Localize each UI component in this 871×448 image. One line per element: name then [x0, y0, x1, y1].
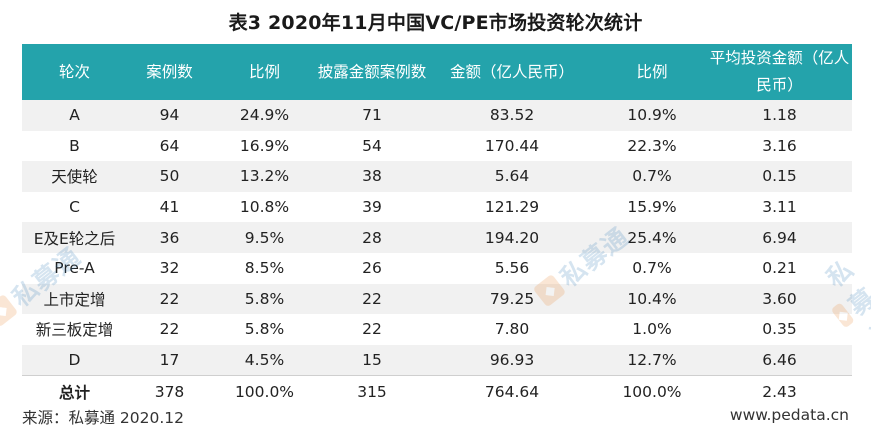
cell-disclosed-deals: 38	[317, 161, 427, 192]
cell-amount: 194.20	[427, 222, 597, 253]
cell-round: 新三板定增	[22, 314, 127, 345]
cell-deal-share: 5.8%	[212, 314, 317, 345]
cell-avg-amount: 3.60	[707, 283, 852, 315]
cell-deal-share: 10.8%	[212, 191, 317, 223]
table-row: Pre-A 32 8.5% 26 5.56 0.7% 0.21	[22, 252, 852, 284]
header-amount: 金额（亿人民币）	[427, 44, 597, 100]
cell-deal-share: 8.5%	[212, 252, 317, 284]
header-avg-amount: 平均投资金额（亿人民币）	[707, 44, 852, 100]
cell-avg-amount: 0.15	[707, 161, 852, 192]
cell-amount-share: 1.0%	[597, 314, 707, 345]
cell-avg-amount: 0.21	[707, 252, 852, 284]
cell-round: E及E轮之后	[22, 222, 127, 253]
total-deal-count: 378	[127, 375, 212, 407]
cell-deal-count: 22	[127, 314, 212, 345]
cell-amount: 96.93	[427, 344, 597, 376]
cell-disclosed-deals: 22	[317, 283, 427, 315]
cell-amount: 83.52	[427, 100, 597, 131]
table-row: C 41 10.8% 39 121.29 15.9% 3.11	[22, 191, 852, 223]
cell-round: 上市定增	[22, 283, 127, 315]
cell-amount: 79.25	[427, 283, 597, 315]
cell-avg-amount: 1.18	[707, 100, 852, 131]
cell-deal-count: 17	[127, 344, 212, 376]
cell-disclosed-deals: 39	[317, 191, 427, 223]
cell-amount: 170.44	[427, 130, 597, 162]
cell-deal-count: 94	[127, 100, 212, 131]
total-amount: 764.64	[427, 375, 597, 407]
cell-deal-count: 50	[127, 161, 212, 192]
cell-disclosed-deals: 54	[317, 130, 427, 162]
cell-avg-amount: 6.94	[707, 222, 852, 253]
cell-amount-share: 25.4%	[597, 222, 707, 253]
cell-amount-share: 10.9%	[597, 100, 707, 131]
table-body: A 94 24.9% 71 83.52 10.9% 1.18 B 64 16.9% 54 170.44…	[22, 100, 852, 407]
cell-deal-count: 41	[127, 191, 212, 223]
cell-amount-share: 0.7%	[597, 161, 707, 192]
pedata-logo-icon: ◆	[0, 293, 19, 328]
table-title: 表3 2020年11月中国VC/PE市场投资轮次统计	[228, 12, 643, 34]
cell-avg-amount: 0.35	[707, 314, 852, 345]
total-row: 总计 378 100.0% 315 764.64 100.0% 2.43	[22, 375, 852, 407]
header-amount-share: 比例	[597, 44, 707, 100]
cell-amount-share: 22.3%	[597, 130, 707, 162]
cell-deal-count: 64	[127, 130, 212, 162]
cell-amount-share: 0.7%	[597, 252, 707, 284]
cell-disclosed-deals: 26	[317, 252, 427, 284]
cell-amount: 7.80	[427, 314, 597, 345]
total-amount-share: 100.0%	[597, 375, 707, 407]
cell-amount-share: 12.7%	[597, 344, 707, 376]
table-header-row: 轮次 案例数 比例 披露金额案例数 金额（亿人民币） 比例 平均投资金额（亿人民币）	[22, 44, 852, 100]
table-row: D 17 4.5% 15 96.93 12.7% 6.46	[22, 344, 852, 376]
cell-disclosed-deals: 71	[317, 100, 427, 131]
header-disclosed-deals: 披露金额案例数	[317, 44, 427, 100]
cell-round: C	[22, 191, 127, 223]
cell-disclosed-deals: 15	[317, 344, 427, 376]
cell-deal-count: 32	[127, 252, 212, 284]
cell-avg-amount: 6.46	[707, 344, 852, 376]
header-deal-share: 比例	[212, 44, 317, 100]
website-url: www.pedata.cn	[729, 406, 849, 424]
cell-amount: 5.64	[427, 161, 597, 192]
total-deal-share: 100.0%	[212, 375, 317, 407]
cell-deal-count: 22	[127, 283, 212, 315]
cell-round: B	[22, 130, 127, 162]
source-note: 来源：私募通 2020.12	[22, 409, 185, 427]
table-row: E及E轮之后 36 9.5% 28 194.20 25.4% 6.94	[22, 222, 852, 253]
cell-round: Pre-A	[22, 252, 127, 284]
cell-deal-share: 9.5%	[212, 222, 317, 253]
table-row: 上市定增 22 5.8% 22 79.25 10.4% 3.60	[22, 283, 852, 315]
header-deal-count: 案例数	[127, 44, 212, 100]
table-row: A 94 24.9% 71 83.52 10.9% 1.18	[22, 100, 852, 131]
total-round: 总计	[22, 375, 127, 407]
cell-avg-amount: 3.11	[707, 191, 852, 223]
total-disclosed-deals: 315	[317, 375, 427, 407]
table-row: 新三板定增 22 5.8% 22 7.80 1.0% 0.35	[22, 314, 852, 345]
cell-amount-share: 15.9%	[597, 191, 707, 223]
cell-deal-share: 16.9%	[212, 130, 317, 162]
cell-disclosed-deals: 28	[317, 222, 427, 253]
total-avg-amount: 2.43	[707, 375, 852, 407]
investment-rounds-table: 轮次 案例数 比例 披露金额案例数 金额（亿人民币） 比例 平均投资金额（亿人民币） A 94…	[22, 44, 852, 407]
cell-round: D	[22, 344, 127, 376]
cell-amount: 121.29	[427, 191, 597, 223]
cell-deal-share: 4.5%	[212, 344, 317, 376]
cell-round: A	[22, 100, 127, 131]
cell-deal-share: 13.2%	[212, 161, 317, 192]
table-row: B 64 16.9% 54 170.44 22.3% 3.16	[22, 130, 852, 162]
cell-deal-share: 24.9%	[212, 100, 317, 131]
cell-deal-count: 36	[127, 222, 212, 253]
cell-avg-amount: 3.16	[707, 130, 852, 162]
cell-amount-share: 10.4%	[597, 283, 707, 315]
cell-amount: 5.56	[427, 252, 597, 284]
cell-round: 天使轮	[22, 161, 127, 192]
cell-disclosed-deals: 22	[317, 314, 427, 345]
cell-deal-share: 5.8%	[212, 283, 317, 315]
header-round: 轮次	[22, 44, 127, 100]
table-row: 天使轮 50 13.2% 38 5.64 0.7% 0.15	[22, 161, 852, 192]
